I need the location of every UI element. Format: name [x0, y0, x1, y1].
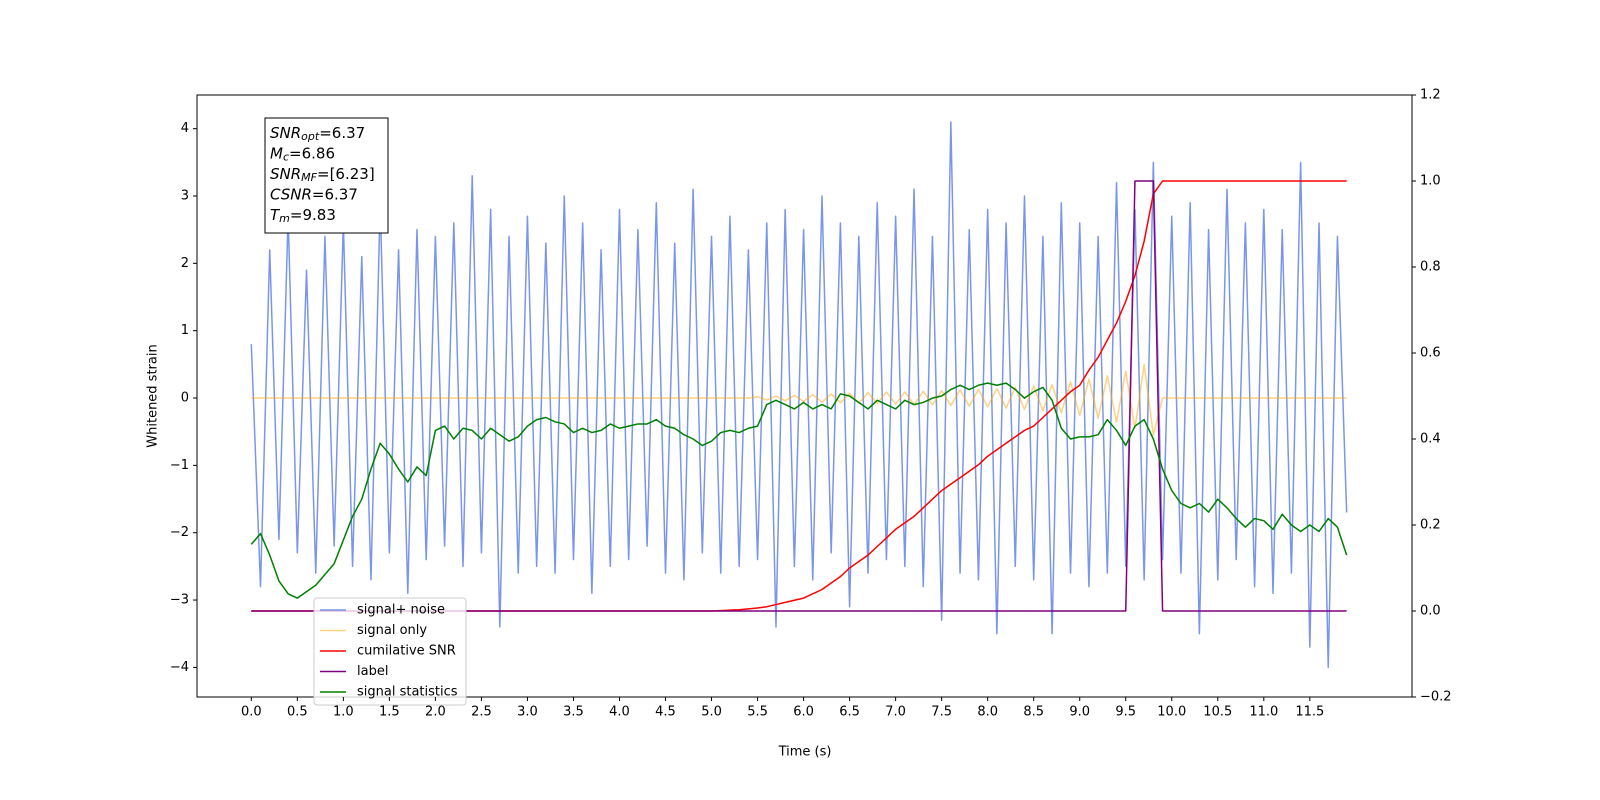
- y2-tick-label: 1.2: [1420, 88, 1441, 103]
- y-tick-label: 3: [181, 189, 189, 204]
- x-tick-label: 2.0: [425, 705, 446, 720]
- annotation-line: CSNR=6.37: [270, 185, 358, 203]
- x-tick-label: 9.0: [1069, 705, 1090, 720]
- legend-box: [313, 597, 467, 706]
- y2-tick-label: 0.0: [1420, 604, 1441, 619]
- y-tick-label: 0: [181, 391, 189, 406]
- x-tick-label: 0.0: [241, 705, 262, 720]
- annotation-subscript: c: [283, 151, 289, 164]
- x-tick-label: 3.0: [517, 705, 538, 720]
- y2-tick-label: 0.6: [1420, 346, 1441, 361]
- x-tick-label: 6.5: [839, 705, 860, 720]
- annotation-symbol: SNR: [270, 165, 301, 183]
- y-axis-label: Whitened strain: [146, 344, 161, 447]
- series-line: [250, 382, 1348, 599]
- legend-label: label: [357, 664, 388, 679]
- annotation-symbol: M: [270, 144, 283, 162]
- series-line: [251, 363, 1347, 436]
- x-tick-label: 4.5: [655, 705, 676, 720]
- y-tick-label: −4: [170, 660, 189, 675]
- annotation-value: =6.37: [319, 124, 365, 142]
- legend-label: signal only: [357, 623, 427, 638]
- annotation-line: SNRMF=[6.23]: [270, 165, 375, 185]
- y2-tick-label: 1.0: [1420, 174, 1441, 189]
- annotation-value: =6.37: [312, 185, 358, 203]
- x-tick-label: 5.5: [747, 705, 768, 720]
- annotation-subscript: opt: [301, 130, 320, 143]
- y-tick-label: 4: [181, 121, 189, 136]
- x-tick-label: 10.0: [1157, 705, 1186, 720]
- x-tick-label: 0.5: [287, 705, 308, 720]
- annotation-value: =6.86: [289, 144, 335, 162]
- x-tick-label: 9.5: [1115, 705, 1136, 720]
- x-tick-label: 8.5: [1023, 705, 1044, 720]
- y-tick-label: 2: [181, 256, 189, 271]
- annotation-subscript: m: [279, 212, 290, 225]
- x-tick-label: 1.0: [333, 705, 354, 720]
- axes-frame: [196, 94, 1413, 698]
- annotation-line: Tm=9.83: [270, 206, 336, 226]
- x-tick-label: 1.5: [379, 705, 400, 720]
- annotation-symbol: CSNR: [270, 185, 312, 203]
- x-tick-label: 2.5: [471, 705, 492, 720]
- annotation-value: =9.83: [290, 206, 336, 224]
- y-tick-label: 1: [181, 323, 189, 338]
- x-axis-label: Time (s): [778, 745, 832, 760]
- x-tick-label: 3.5: [563, 705, 584, 720]
- annotation-value: =[6.23]: [317, 165, 375, 183]
- annotation-box: [264, 117, 389, 234]
- x-tick-label: 7.0: [885, 705, 906, 720]
- x-tick-label: 11.0: [1249, 705, 1278, 720]
- annotation-line: Mc=6.86: [270, 144, 335, 164]
- annotation-line: SNRopt=6.37: [270, 124, 365, 144]
- x-tick-label: 8.0: [977, 705, 998, 720]
- y2-tick-label: 0.2: [1420, 518, 1441, 533]
- y-tick-label: −1: [170, 458, 189, 473]
- y-tick-label: −2: [170, 525, 189, 540]
- x-tick-label: 6.0: [793, 705, 814, 720]
- legend-label: signal statistics: [357, 685, 458, 700]
- legend-label: signal+ noise: [357, 603, 445, 618]
- annotation-symbol: T: [270, 206, 281, 224]
- x-tick-label: 4.0: [609, 705, 630, 720]
- y2-tick-label: −0.2: [1420, 690, 1452, 705]
- x-tick-label: 10.5: [1203, 705, 1232, 720]
- y2-tick-label: 0.8: [1420, 260, 1441, 275]
- annotation-symbol: SNR: [270, 124, 301, 142]
- x-tick-label: 7.5: [931, 705, 952, 720]
- x-tick-label: 11.5: [1295, 705, 1324, 720]
- legend-label: cumilative SNR: [357, 644, 456, 659]
- y-tick-label: −3: [170, 593, 189, 608]
- x-tick-label: 5.0: [701, 705, 722, 720]
- annotation-subscript: MF: [301, 171, 317, 184]
- y2-tick-label: 0.4: [1420, 432, 1441, 447]
